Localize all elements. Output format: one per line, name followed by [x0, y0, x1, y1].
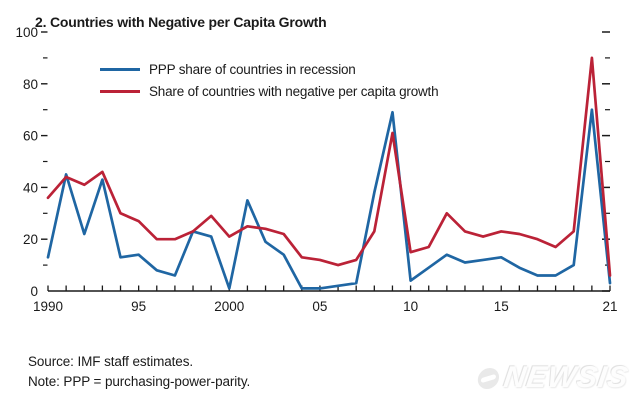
x-axis-label: 1990 [33, 299, 63, 314]
x-axis-label: 10 [403, 299, 418, 314]
x-axis-label: 95 [131, 299, 146, 314]
y-axis-label: 60 [23, 129, 38, 144]
chart-legend: PPP share of countries in recession Shar… [100, 58, 439, 102]
legend-item-ppp-recession: PPP share of countries in recession [100, 58, 438, 80]
y-axis-label: 100 [15, 25, 38, 40]
y-axis-label: 20 [23, 232, 38, 247]
y-axis-label: 80 [23, 77, 38, 92]
series-line-ppp-recession [46, 108, 612, 290]
watermark-text: NEWSIS [501, 361, 631, 394]
y-axis-label: 0 [30, 284, 38, 299]
series-line-negative-growth [46, 56, 612, 277]
chart-footnotes: Source: IMF staff estimates. Note: PPP =… [28, 352, 250, 392]
y-axis-label: 40 [23, 180, 38, 195]
x-axis-label: 2000 [214, 299, 244, 314]
newsis-logo-icon [476, 367, 501, 389]
legend-line-blue-icon [100, 67, 140, 71]
legend-label: Share of countries with negative per cap… [149, 83, 439, 99]
chart-title: 2. Countries with Negative per Capita Gr… [35, 14, 327, 30]
ppp-note: Note: PPP = purchasing-power-parity. [28, 374, 251, 389]
legend-line-red-icon [100, 89, 140, 93]
legend-label: PPP share of countries in recession [149, 61, 356, 77]
x-axis-label: 21 [602, 299, 617, 314]
x-axis-label: 15 [494, 299, 509, 314]
newsis-watermark: NEWSIS [475, 361, 630, 395]
legend-item-negative-growth: Share of countries with negative per cap… [100, 80, 439, 102]
x-axis-label: 05 [312, 299, 327, 314]
source-note: Source: IMF staff estimates. [28, 354, 194, 369]
